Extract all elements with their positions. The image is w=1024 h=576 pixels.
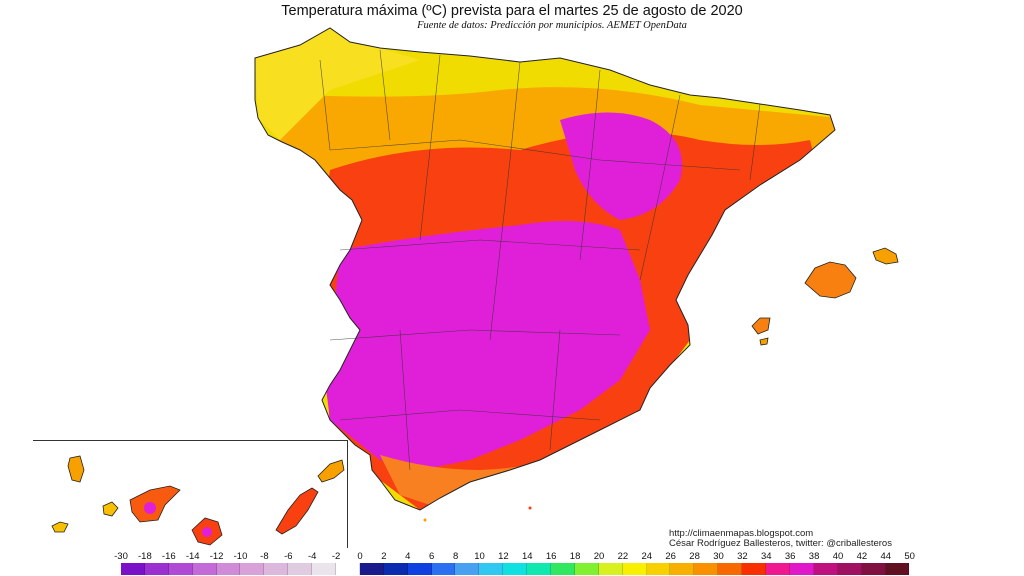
legend-swatch [407,563,432,575]
canary-inset-frame [33,440,348,548]
fuerteventura [275,487,319,535]
legend-tick-label: 38 [808,551,820,562]
mallorca [804,261,857,299]
legend-tick-label: 40 [832,551,844,562]
legend-swatch [527,563,552,575]
legend-swatch [861,563,886,575]
legend-tick-label: -14 [185,551,200,562]
legend-swatch [837,563,862,575]
ibiza [751,317,771,335]
legend-swatch [622,563,647,575]
legend-swatch [336,563,360,575]
zone-magenta-center [325,221,650,470]
legend-swatch [598,563,623,575]
lanzarote [317,459,345,483]
legend-swatch [742,563,767,575]
legend-tick-label: 12 [498,551,509,562]
formentera [759,337,769,346]
legend-swatch [766,563,790,575]
ceuta [423,518,427,522]
legend-tick-label: 36 [784,551,796,562]
zone-magenta-northeast [560,112,682,220]
legend-swatch [885,563,910,575]
legend-swatch [192,563,217,575]
credit-author: César Rodríguez Ballesteros, twitter: @c… [669,538,892,549]
legend-swatch [551,563,575,575]
legend-swatch [670,563,695,575]
legend-tick-label: -6 [284,551,293,562]
legend-swatch [694,563,719,575]
legend-swatch [216,563,241,575]
legend-labels: -30 -18 -16 -14 -12 -10 -8 -6 -4 -2 0 2 4 6 8 10 12 14 16 1… [112,551,932,563]
legend-tick-label: 30 [713,551,724,562]
peninsula-outline [254,27,836,511]
legend-tick-label: 50 [904,551,915,562]
legend-tick-label: 18 [569,551,581,562]
legend-tick-label: -18 [138,551,152,562]
legend-swatch [144,563,169,575]
zone-yellow-galicia [255,28,420,140]
legend-swatch [359,563,384,575]
tenerife [129,485,181,523]
legend-tick-label: 34 [761,551,772,562]
legend-swatch [789,563,814,575]
legend-tick-label: -2 [331,551,341,562]
credit-url: http://climaenmapas.blogspot.com [669,528,814,539]
legend-swatch [431,563,456,575]
gran-canaria-center [202,527,212,537]
legend-tick-label: -30 [114,551,128,562]
la-gomera [102,501,119,517]
legend-tick-label: 14 [522,551,533,562]
legend-swatch [813,563,838,575]
legend-tick-label: 0 [357,551,363,562]
map-title: Temperatura máxima (ºC) prevista para el… [281,3,743,19]
la-palma [67,455,85,483]
canary-islands [51,455,345,546]
legend-tick-label: 42 [856,551,868,562]
legend-tick-label: -4 [307,551,317,562]
legend-swatch [240,563,265,575]
legend-tick-label: 28 [689,551,700,562]
legend-swatch [288,563,313,575]
legend-tick-label: 20 [593,551,605,562]
legend-tick-label: -16 [161,551,176,562]
legend-tick-label: -12 [209,551,224,562]
legend-swatch [574,563,599,575]
legend-tick-label: 44 [880,551,892,562]
legend-swatch [503,563,528,575]
province-borders [319,49,761,471]
legend-tick-label: 2 [381,551,387,562]
legend-swatch [718,563,743,575]
map-subtitle: Fuente de datos: Predicción por municipi… [417,20,687,31]
legend-swatch [121,563,145,575]
legend-swatch [383,563,408,575]
balearic-islands [751,247,899,346]
legend-swatch [264,563,289,575]
legend-tick-label: 16 [545,551,557,562]
legend-tick-label: -10 [233,551,248,562]
legend-tick-label: 10 [474,551,485,562]
legend-tick-label: 22 [617,551,629,562]
legend-tick-label: 6 [429,551,435,562]
legend-tick-label: 24 [641,551,653,562]
legend-tick-label: 4 [405,551,411,562]
legend-tick-label: 26 [665,551,676,562]
legend-tick-label: 8 [452,551,459,562]
legend-swatch [312,563,337,575]
el-hierro [51,521,69,533]
legend-swatch [455,563,480,575]
legend-tick-label: 32 [737,551,748,562]
menorca [872,247,899,265]
tenerife-peak [144,502,156,514]
legend-swatch [168,563,193,575]
legend-color-bar [121,563,910,575]
legend-swatch [479,563,504,575]
legend-swatch [646,563,671,575]
melilla [528,506,532,510]
legend-tick-label: -8 [260,551,269,562]
